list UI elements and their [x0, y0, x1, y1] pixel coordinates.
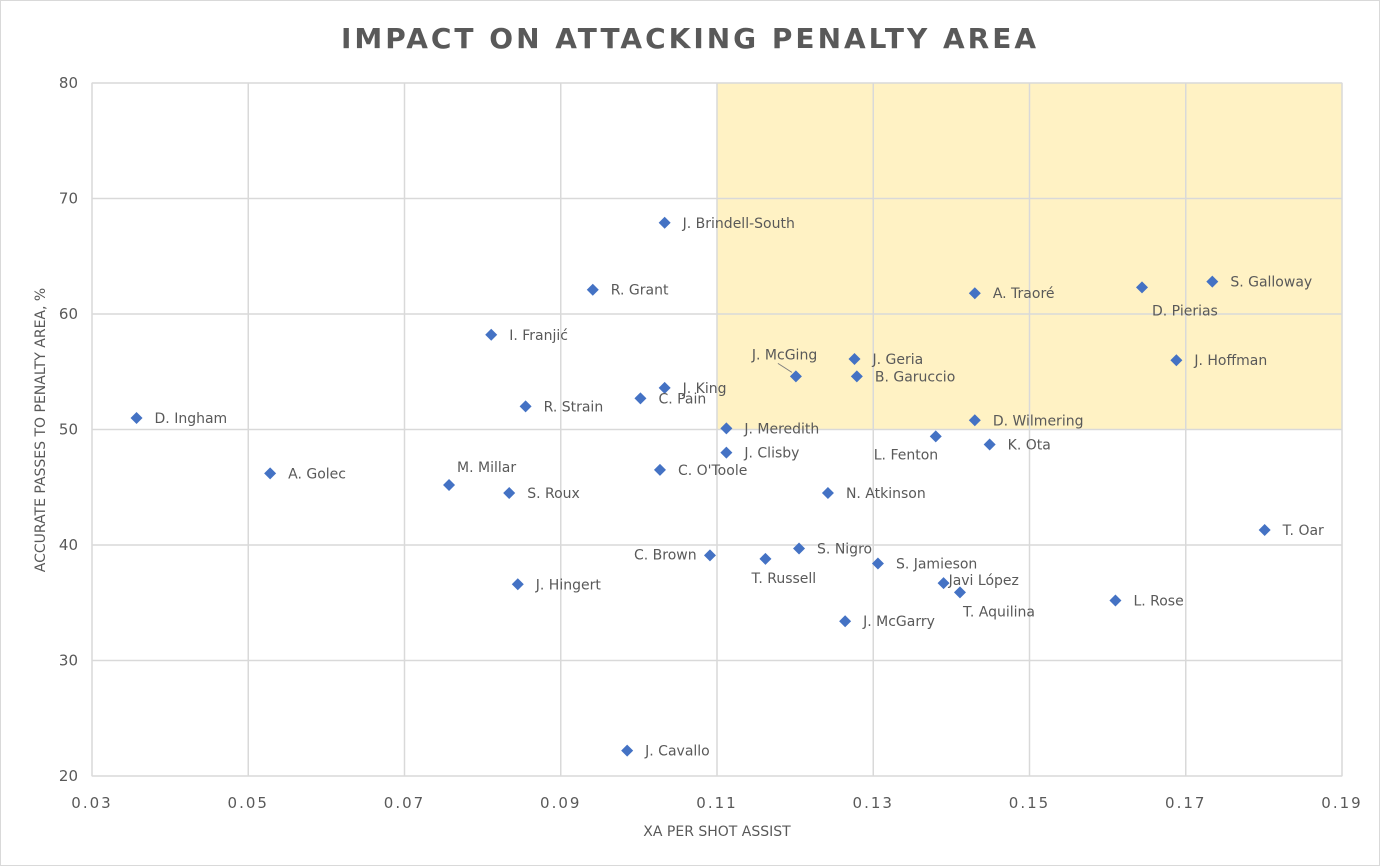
data-point-marker [720, 446, 733, 459]
data-point-marker [1170, 354, 1183, 367]
data-points [130, 216, 1271, 757]
data-label: C. Pain [658, 391, 706, 407]
data-label: J. McGing [751, 347, 817, 363]
data-label: I. Franjić [509, 328, 568, 344]
y-tick-label: 30 [59, 652, 78, 670]
data-label: T. Aquilina [962, 604, 1035, 620]
data-label: C. Brown [634, 547, 697, 563]
data-label: S. Nigro [817, 541, 872, 557]
data-point-marker [130, 411, 143, 424]
data-label: S. Roux [527, 486, 580, 502]
data-label: J. McGarry [862, 614, 935, 630]
data-point-marker [968, 414, 981, 427]
x-tick-label: 0.07 [384, 794, 425, 812]
chart-title: IMPACT ON ATTACKING PENALTY AREA [341, 22, 1039, 55]
data-point-marker [929, 430, 942, 443]
data-point-marker [658, 216, 671, 229]
data-label: N. Atkinson [846, 486, 926, 502]
gridlines [91, 82, 1343, 777]
data-point-marker [720, 422, 733, 435]
data-point-marker [850, 370, 863, 383]
x-tick-label: 0.09 [540, 794, 581, 812]
x-axis-ticks: 0.03 0.05 0.07 0.09 0.11 0.13 0.15 0.17 0.19 [71, 794, 1362, 812]
y-axis-title: ACCURATE PASSES TO PENALTY AREA, % [33, 288, 49, 572]
data-labels: J. Brindell-South R. Grant I. Franjić D. In… [155, 216, 1325, 760]
data-point-marker [1206, 275, 1219, 288]
data-label: J. Geria [872, 352, 924, 368]
y-tick-label: 20 [59, 767, 78, 785]
data-point-marker [1136, 281, 1148, 294]
x-tick-label: 0.05 [228, 794, 269, 812]
data-point-marker [653, 463, 666, 476]
data-label: D. Wilmering [993, 413, 1084, 429]
y-tick-label: 60 [59, 305, 78, 323]
data-label: B. Garuccio [875, 369, 955, 385]
data-label: R. Grant [611, 283, 669, 299]
data-point-marker [519, 400, 532, 413]
data-point-marker [503, 487, 516, 500]
data-label: M. Millar [457, 460, 516, 476]
data-point-marker [1258, 523, 1271, 536]
data-point-marker [703, 549, 716, 562]
data-point-marker [968, 287, 981, 300]
x-tick-label: 0.17 [1165, 794, 1206, 812]
data-point-marker [586, 283, 599, 296]
data-label: J. Hoffman [1193, 353, 1267, 369]
data-label: T. Oar [1282, 523, 1324, 539]
y-tick-label: 40 [59, 536, 78, 554]
x-tick-label: 0.13 [853, 794, 894, 812]
data-label: J. King [682, 381, 727, 397]
data-label: C. O'Toole [678, 463, 747, 479]
data-label: J. Clisby [743, 446, 799, 462]
data-point-marker [1109, 594, 1122, 607]
x-axis-title: XA PER SHOT ASSIST [643, 824, 791, 840]
data-point-marker [839, 615, 852, 628]
data-label: D. Pierias [1152, 303, 1218, 319]
data-point-marker [793, 542, 806, 555]
data-label: R. Strain [544, 399, 604, 415]
data-point-marker [511, 578, 524, 591]
data-label: J. Brindell-South [682, 216, 795, 232]
data-point-marker [443, 478, 456, 491]
y-axis-ticks: 20 30 40 50 60 70 80 [59, 74, 78, 785]
x-tick-label: 0.19 [1321, 794, 1362, 812]
x-tick-label: 0.11 [696, 794, 737, 812]
data-point-marker [937, 577, 950, 590]
data-label: S. Jamieson [896, 556, 977, 572]
data-label: L. Rose [1133, 593, 1183, 609]
y-tick-label: 70 [59, 190, 78, 208]
data-label: T. Russell [750, 571, 816, 587]
data-point-marker [759, 552, 772, 565]
data-label: J. Cavallo [644, 744, 710, 760]
data-point-marker [621, 744, 634, 757]
data-label: S. Galloway [1230, 275, 1312, 291]
data-point-marker [983, 438, 996, 451]
data-point-marker [634, 392, 647, 405]
x-tick-label: 0.15 [1009, 794, 1050, 812]
data-label: A. Traoré [993, 286, 1055, 302]
data-label: Javi López [948, 573, 1019, 589]
data-point-marker [789, 370, 802, 383]
data-label: J. Meredith [743, 421, 819, 437]
label-leader-line [777, 362, 793, 373]
data-label: J. Hingert [535, 577, 602, 593]
data-point-marker [658, 381, 671, 394]
data-point-marker [848, 353, 861, 366]
x-tick-label: 0.03 [71, 794, 112, 812]
y-tick-label: 50 [59, 421, 78, 439]
data-point-marker [953, 586, 966, 599]
data-point-marker [821, 487, 834, 500]
data-point-marker [485, 328, 498, 341]
data-label: D. Ingham [155, 411, 228, 427]
data-label: A. Golec [288, 466, 346, 482]
data-point-marker [264, 467, 277, 480]
data-label: L. Fenton [874, 447, 938, 463]
y-tick-label: 80 [59, 74, 78, 92]
data-point-marker [871, 557, 884, 570]
data-label: K. Ota [1008, 438, 1051, 454]
